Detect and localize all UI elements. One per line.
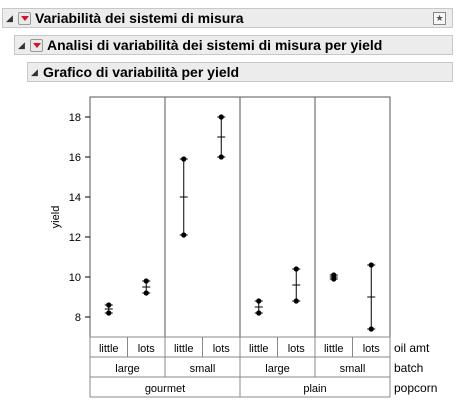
batch-label: large <box>265 363 289 375</box>
batch-label: large <box>115 363 139 375</box>
batch-label: small <box>190 363 216 375</box>
y-tick-label: 18 <box>69 112 81 124</box>
pin-icon[interactable]: ★ <box>433 12 446 25</box>
oil-amt-label: little <box>174 343 194 355</box>
outline-header-level3[interactable]: ◢ Grafico di variabilità per yield <box>27 62 453 82</box>
factor-name: oil amt <box>394 341 430 355</box>
data-point <box>293 298 299 304</box>
popcorn-label: plain <box>303 383 326 395</box>
data-point <box>256 310 262 316</box>
y-tick-label: 10 <box>69 272 81 284</box>
data-point <box>331 276 337 282</box>
oil-amt-label: lots <box>138 343 156 355</box>
data-point <box>368 326 374 332</box>
batch-label: small <box>340 363 366 375</box>
factor-name: batch <box>394 361 423 375</box>
disclosure-triangle-icon[interactable]: ◢ <box>18 40 25 50</box>
y-tick-label: 12 <box>69 232 81 244</box>
disclosure-triangle-icon[interactable]: ◢ <box>6 13 13 23</box>
data-point <box>218 114 224 120</box>
oil-amt-label: little <box>249 343 269 355</box>
y-tick-label: 16 <box>69 152 81 164</box>
level3-title: Grafico di variabilità per yield <box>43 64 240 80</box>
oil-amt-label: lots <box>288 343 306 355</box>
data-point <box>106 302 112 308</box>
y-tick-label: 8 <box>75 312 81 324</box>
y-tick-label: 14 <box>69 192 81 204</box>
oil-amt-label: lots <box>363 343 381 355</box>
y-axis-label: yield <box>50 206 62 229</box>
red-triangle-menu-icon[interactable] <box>30 39 43 52</box>
data-point <box>106 310 112 316</box>
oil-amt-label: lots <box>213 343 231 355</box>
data-point <box>368 262 374 268</box>
data-point <box>256 298 262 304</box>
outline-header-level1[interactable]: ◢ Variabilità dei sistemi di misura ★ <box>2 8 453 28</box>
data-point <box>143 278 149 284</box>
outline-header-level2[interactable]: ◢ Analisi di variabilità dei sistemi di … <box>14 35 453 55</box>
red-triangle-menu-icon[interactable] <box>18 12 31 25</box>
data-point <box>218 154 224 160</box>
level1-title: Variabilità dei sistemi di misura <box>35 10 244 26</box>
popcorn-label: gourmet <box>145 383 185 395</box>
disclosure-triangle-icon[interactable]: ◢ <box>31 67 38 77</box>
data-point <box>181 232 187 238</box>
factor-name: popcorn <box>394 381 437 395</box>
level2-title: Analisi di variabilità dei sistemi di mi… <box>47 37 383 53</box>
data-point <box>293 266 299 272</box>
oil-amt-label: little <box>99 343 119 355</box>
data-point <box>331 272 337 278</box>
data-point <box>181 156 187 162</box>
oil-amt-label: little <box>324 343 344 355</box>
data-point <box>143 290 149 296</box>
